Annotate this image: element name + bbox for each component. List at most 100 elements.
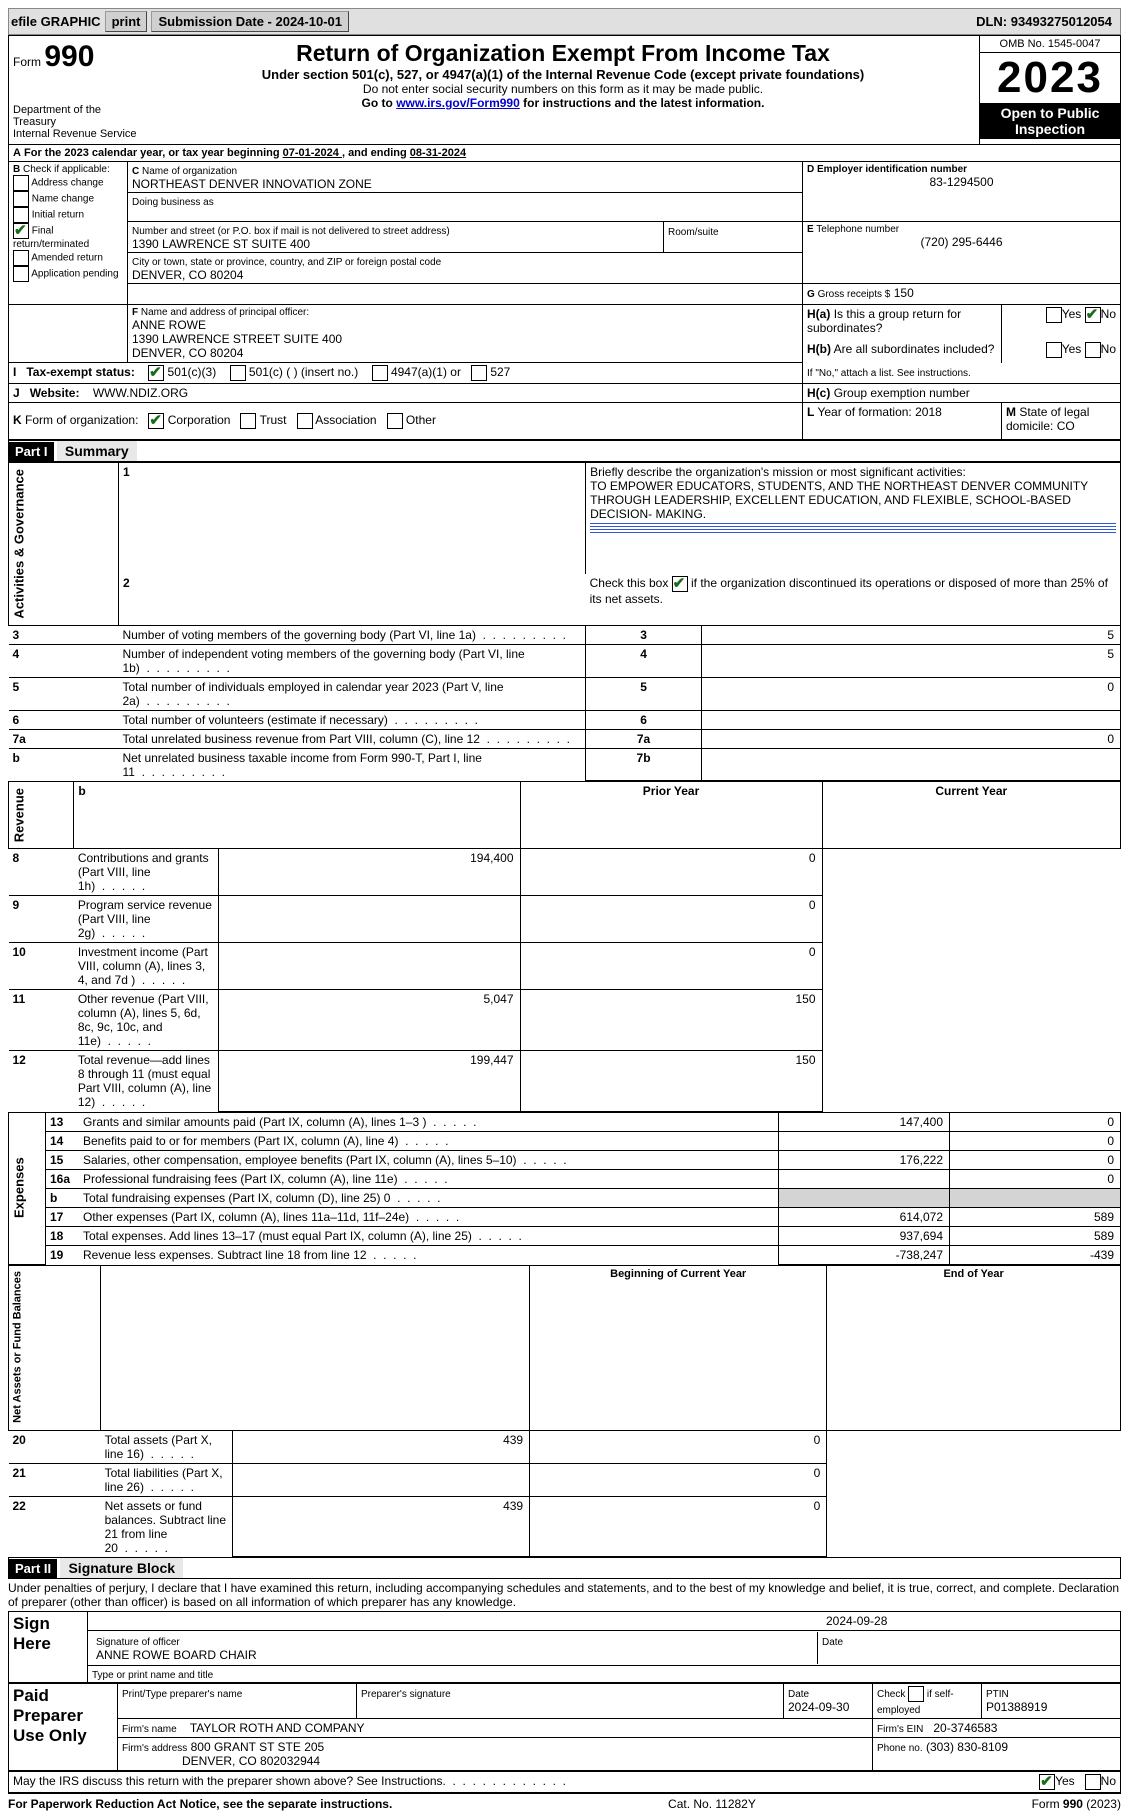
row-17-label: Other expenses (Part IX, column (A), lin… bbox=[83, 1210, 409, 1224]
row-18-label: Total expenses. Add lines 13–17 (must eq… bbox=[83, 1229, 472, 1243]
header-table: Form 990 Department of the Treasury Inte… bbox=[8, 35, 1121, 145]
year-end: 08-31-2024 bbox=[410, 147, 466, 159]
hc-label: Group exemption number bbox=[834, 386, 970, 400]
footer-right: Form 990 (2023) bbox=[1032, 1797, 1121, 1811]
i-527: 527 bbox=[490, 365, 510, 379]
discuss-row: May the IRS discuss this return with the… bbox=[8, 1771, 1121, 1793]
row-19-current: -439 bbox=[950, 1245, 1121, 1264]
firm-addr2: DENVER, CO 802032944 bbox=[182, 1754, 320, 1768]
k-checkbox-0[interactable] bbox=[148, 413, 164, 429]
efile-label: efile GRAPHIC bbox=[11, 14, 101, 29]
b-checkbox-5[interactable] bbox=[13, 266, 29, 282]
b-item-4: Amended return bbox=[31, 253, 103, 264]
d-label: Employer identification number bbox=[817, 164, 967, 175]
net-label: Net Assets or Fund Balances bbox=[9, 1265, 101, 1430]
tax-year: 2023 bbox=[980, 53, 1120, 103]
row-6-label: Total number of volunteers (estimate if … bbox=[122, 713, 387, 727]
prep-sig-label: Preparer's signature bbox=[361, 1689, 451, 1700]
print-button[interactable]: print bbox=[105, 11, 148, 32]
row-19-prior: -738,247 bbox=[779, 1245, 950, 1264]
i-527-checkbox[interactable] bbox=[471, 365, 487, 381]
row-11-label: Other revenue (Part VIII, column (A), li… bbox=[78, 992, 209, 1048]
rev-label: Revenue bbox=[9, 782, 74, 849]
part1-title: Summary bbox=[57, 441, 137, 461]
hb-no-checkbox[interactable] bbox=[1085, 342, 1101, 358]
declaration: Under penalties of perjury, I declare th… bbox=[8, 1579, 1121, 1611]
row-6-val bbox=[701, 710, 1120, 729]
b-item-5: Application pending bbox=[31, 269, 118, 280]
k-checkbox-1[interactable] bbox=[240, 413, 256, 429]
row-18-prior: 937,694 bbox=[779, 1226, 950, 1245]
hb-label: Are all subordinates included? bbox=[834, 342, 995, 356]
i-501c3-checkbox[interactable] bbox=[148, 365, 164, 381]
row-13-label: Grants and similar amounts paid (Part IX… bbox=[83, 1115, 426, 1129]
row-18-current: 589 bbox=[950, 1226, 1121, 1245]
row-14-current: 0 bbox=[950, 1131, 1121, 1150]
line-a: A For the 2023 calendar year, or tax yea… bbox=[8, 145, 1121, 161]
row-3-val: 5 bbox=[701, 625, 1120, 644]
row-13-current: 0 bbox=[950, 1112, 1121, 1131]
row-b-current bbox=[950, 1188, 1121, 1207]
b-checkbox-3[interactable] bbox=[13, 223, 29, 239]
dba-label: Doing business as bbox=[132, 197, 214, 208]
print-name-label: Print/Type preparer's name bbox=[122, 1689, 242, 1700]
hb-yes: Yes bbox=[1062, 343, 1082, 357]
discuss-yes: Yes bbox=[1055, 1775, 1075, 1789]
b-checkbox-4[interactable] bbox=[13, 250, 29, 266]
row-10-label: Investment income (Part VIII, column (A)… bbox=[78, 945, 208, 987]
submission-date-button[interactable]: Submission Date - 2024-10-01 bbox=[151, 11, 349, 32]
i-501c-checkbox[interactable] bbox=[230, 365, 246, 381]
row-19-label: Revenue less expenses. Subtract line 18 … bbox=[83, 1248, 367, 1262]
prep-date: 2024-09-30 bbox=[788, 1700, 849, 1714]
officer-addr1: 1390 LAWRENCE STREET SUITE 400 bbox=[132, 332, 798, 346]
state-domicile: CO bbox=[1057, 419, 1075, 433]
q2-checkbox[interactable] bbox=[672, 576, 688, 592]
firm-addr-label: Firm's address bbox=[122, 1743, 187, 1754]
ha-yes-checkbox[interactable] bbox=[1046, 307, 1062, 323]
firm-ein: 20-3746583 bbox=[933, 1721, 997, 1735]
row-20-prior: 439 bbox=[232, 1430, 529, 1463]
self-employed-checkbox[interactable] bbox=[908, 1686, 924, 1702]
dln-value: 93493275012054 bbox=[1011, 14, 1112, 29]
exp-label: Expenses bbox=[9, 1112, 46, 1264]
line-a-mid: , and ending bbox=[342, 147, 410, 159]
gross-receipts: 150 bbox=[894, 286, 914, 300]
b-item-0: Address change bbox=[31, 178, 103, 189]
row-4-label: Number of independent voting members of … bbox=[122, 647, 524, 675]
officer-name: ANNE ROWE bbox=[132, 318, 798, 332]
row-16a-prior bbox=[779, 1169, 950, 1188]
row-3-label: Number of voting members of the governin… bbox=[122, 628, 476, 642]
self-employed-label: Check if self-employed bbox=[877, 1689, 954, 1716]
info-block: B Check if applicable: Address change Na… bbox=[8, 161, 1121, 440]
i-4947-checkbox[interactable] bbox=[372, 365, 388, 381]
row-22-current: 0 bbox=[530, 1496, 827, 1557]
paid-preparer: Paid Preparer Use Only Print/Type prepar… bbox=[8, 1683, 1121, 1771]
part1-net: Net Assets or Fund Balances Beginning of… bbox=[8, 1265, 1121, 1557]
discuss-yes-checkbox[interactable] bbox=[1039, 1774, 1055, 1790]
g-label: Gross receipts $ bbox=[818, 289, 891, 300]
street-label: Number and street (or P.O. box if mail i… bbox=[132, 226, 450, 237]
discuss-no-checkbox[interactable] bbox=[1085, 1774, 1101, 1790]
hb-yes-checkbox[interactable] bbox=[1046, 342, 1062, 358]
c-name-label: Name of organization bbox=[142, 166, 237, 177]
firm-phone-label: Phone no. bbox=[877, 1743, 923, 1754]
b-checkbox-0[interactable] bbox=[13, 175, 29, 191]
row-10-prior bbox=[218, 943, 520, 990]
row-14-label: Benefits paid to or for members (Part IX… bbox=[83, 1134, 398, 1148]
city-label: City or town, state or province, country… bbox=[132, 257, 441, 268]
b-checkbox-1[interactable] bbox=[13, 191, 29, 207]
ha-no-checkbox[interactable] bbox=[1085, 307, 1101, 323]
k-checkbox-3[interactable] bbox=[387, 413, 403, 429]
footer: For Paperwork Reduction Act Notice, see … bbox=[8, 1793, 1121, 1811]
discuss-no: No bbox=[1101, 1775, 1116, 1789]
row-7a-label: Total unrelated business revenue from Pa… bbox=[122, 732, 480, 746]
firm-addr1: 800 GRANT ST STE 205 bbox=[191, 1740, 325, 1754]
firm-name: TAYLOR ROTH AND COMPANY bbox=[190, 1721, 365, 1735]
row-8-current: 0 bbox=[520, 849, 822, 896]
year-formation: 2018 bbox=[915, 405, 942, 419]
irs-link[interactable]: www.irs.gov/Form990 bbox=[396, 96, 520, 110]
row-7b-label: Net unrelated business taxable income fr… bbox=[122, 751, 482, 779]
k-checkbox-2[interactable] bbox=[297, 413, 313, 429]
ptin-label: PTIN bbox=[986, 1689, 1009, 1700]
footer-left: For Paperwork Reduction Act Notice, see … bbox=[8, 1797, 392, 1811]
